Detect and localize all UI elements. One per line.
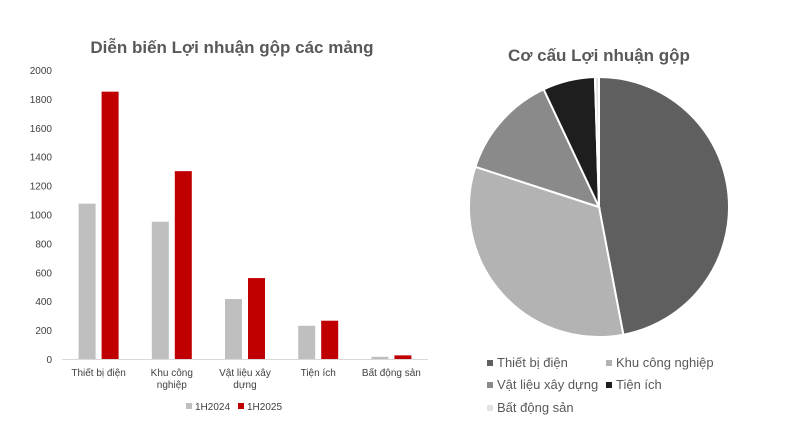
x-category-label: Tiện ích [301,368,336,379]
y-tick-label: 2000 [30,66,53,77]
y-tick-label: 0 [46,355,52,366]
y-tick-label: 1600 [30,124,53,135]
bar-1H2025-1 [174,171,192,359]
y-tick-label: 800 [35,239,52,250]
bar-1H2025-2 [248,278,265,359]
x-category-label: Thiết bị điện [71,367,125,379]
bar-1H2024-3 [298,325,316,359]
bar-1H2024-2 [225,299,242,359]
y-tick-label: 400 [35,297,52,308]
bar-1H2025-3 [321,320,339,359]
y-tick-label: 1200 [30,182,53,193]
bar-chart-title: Diễn biến Lợi nhuận gộp các mảng [90,38,373,57]
x-category-label: Vật liệu xây dựng [219,368,271,391]
legend-label-1H2025: 1H2025 [247,402,282,413]
y-tick-label: 1800 [30,95,53,106]
legend-swatch-1H2024 [186,403,192,409]
y-tick-label: 1400 [30,153,53,164]
bar-1H2025-0 [101,91,119,360]
bar-1H2024-4 [371,356,389,359]
legend-label-1H2024: 1H2024 [195,402,230,413]
bar-1H2024-0 [78,203,96,359]
legend-swatch-1H2025 [238,403,244,409]
bar-1H2024-1 [151,221,169,359]
x-category-label: Khu công nghiệp [151,368,193,391]
y-tick-label: 600 [35,268,52,279]
x-category-label: Bất động sản [362,367,421,379]
y-tick-label: 200 [35,326,52,337]
bar-1H2025-4 [394,355,412,359]
y-tick-label: 1000 [30,211,53,222]
